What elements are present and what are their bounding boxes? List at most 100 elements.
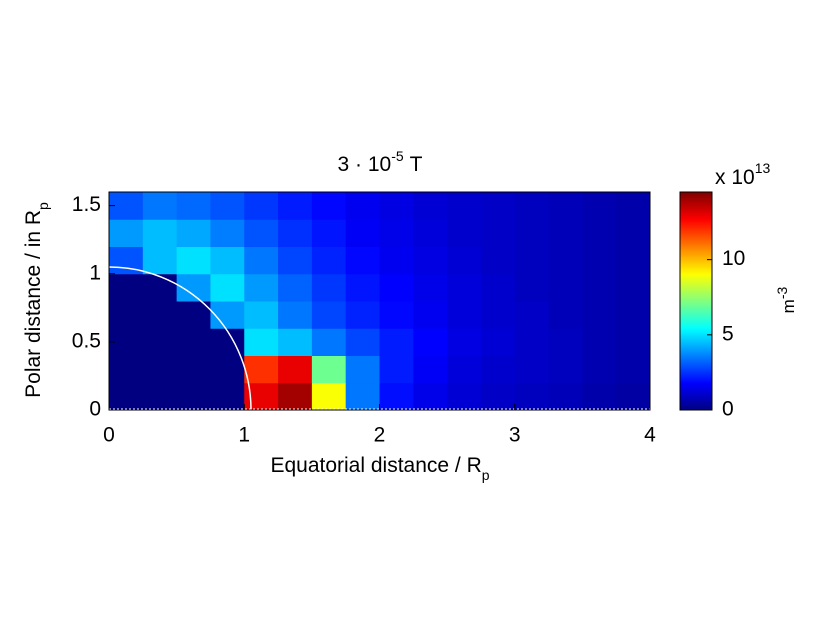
colorbar-step [680, 200, 712, 203]
colorbar-step [680, 280, 712, 283]
heatmap-cell [379, 219, 414, 247]
heatmap-cell [480, 219, 516, 247]
heatmap-cell [109, 273, 144, 302]
colorbar-step [680, 320, 712, 323]
colorbar-step [680, 214, 712, 217]
colorbar-step [680, 338, 712, 341]
colorbar-step [680, 206, 712, 209]
heatmap-cell [278, 382, 313, 411]
heatmap-cell [447, 246, 482, 275]
heatmap-cell [109, 382, 144, 411]
heatmap-cell [278, 355, 313, 384]
heatmap-cell [616, 192, 651, 220]
heatmap-cell [447, 301, 482, 329]
heatmap-cell [244, 192, 279, 220]
colorbar-step [680, 288, 712, 291]
colorbar-step [680, 246, 712, 249]
colorbar-step [680, 366, 712, 369]
heatmap-cell [379, 246, 414, 275]
heatmap-cell [210, 246, 245, 275]
colorbar-step [680, 330, 712, 333]
heatmap-cell [311, 355, 347, 384]
chart-title: 3 · 10-5 T [338, 148, 423, 176]
colorbar-step [680, 218, 712, 221]
colorbar-step [680, 368, 712, 371]
heatmap-cell [345, 219, 380, 247]
heatmap-cell [582, 192, 617, 220]
colorbar-step [680, 364, 712, 367]
x-tick-label: 0 [103, 424, 115, 447]
colorbar-step [680, 244, 712, 247]
colorbar-step [680, 210, 712, 213]
colorbar-step [680, 300, 712, 303]
colorbar-step [680, 234, 712, 237]
colorbar-step [680, 342, 712, 345]
heatmap-cell [514, 382, 550, 411]
colorbar-step [680, 310, 712, 313]
heatmap-cell [176, 328, 211, 356]
heatmap-cell [616, 382, 651, 411]
heatmap-cell [345, 246, 380, 275]
heatmap-cell [142, 246, 178, 275]
colorbar-step [680, 270, 712, 273]
colorbar-step [680, 284, 712, 287]
heatmap-cell [210, 301, 245, 329]
colorbar-step [680, 298, 712, 301]
colorbar-step [680, 386, 712, 389]
heatmap-cell [447, 219, 482, 247]
heatmap-cell [142, 328, 178, 356]
heatmap-cell [514, 355, 550, 384]
colorbar-step [680, 292, 712, 295]
colorbar-step [680, 224, 712, 227]
colorbar-step [680, 388, 712, 391]
colorbar-step [680, 378, 712, 381]
heatmap-cell [142, 192, 178, 220]
heatmap-cell [582, 246, 617, 275]
heatmap-cell [311, 192, 347, 220]
colorbar-label-text: m [779, 299, 798, 313]
heatmap-cell [514, 273, 550, 302]
colorbar-step [680, 384, 712, 387]
colorbar-step [680, 264, 712, 267]
heatmap-cell [379, 273, 414, 302]
heatmap [109, 192, 651, 411]
heatmap-cell [514, 246, 550, 275]
colorbar-frame [679, 191, 713, 411]
colorbar-step [680, 198, 712, 201]
multiplier-text: x 10 [715, 166, 755, 189]
heatmap-cell [142, 301, 178, 329]
colorbar-label-exponent: -3 [774, 286, 790, 299]
colorbar-step [680, 318, 712, 321]
colorbar-step [680, 408, 712, 411]
heatmap-cell [514, 219, 550, 247]
colorbar-step [680, 208, 712, 211]
heatmap-cell [176, 192, 211, 220]
heatmap-cell [548, 246, 583, 275]
colorbar-step [680, 260, 712, 263]
heatmap-cell [379, 382, 414, 411]
heatmap-cell [514, 328, 550, 356]
colorbar-step [680, 274, 712, 277]
colorbar-step [680, 382, 712, 385]
colorbar-step [680, 360, 712, 363]
heatmap-cell [244, 355, 279, 384]
colorbar-step [680, 236, 712, 239]
heatmap-cell [311, 273, 347, 302]
colorbar [680, 192, 712, 411]
heatmap-cell [379, 355, 414, 384]
colorbar-step [680, 276, 712, 279]
heatmap-cell [244, 273, 279, 302]
heatmap-cell [582, 219, 617, 247]
colorbar-step [680, 370, 712, 373]
colorbar-step [680, 212, 712, 215]
x-tick-label: 2 [374, 424, 386, 447]
heatmap-cell [548, 355, 583, 384]
heatmap-cell [176, 219, 211, 247]
heatmap-cell [582, 301, 617, 329]
colorbar-step [680, 256, 712, 259]
colorbar-step [680, 314, 712, 317]
planet-outline [108, 266, 252, 411]
colorbar-step [680, 220, 712, 223]
heatmap-cell [244, 246, 279, 275]
colorbar-step [680, 262, 712, 265]
